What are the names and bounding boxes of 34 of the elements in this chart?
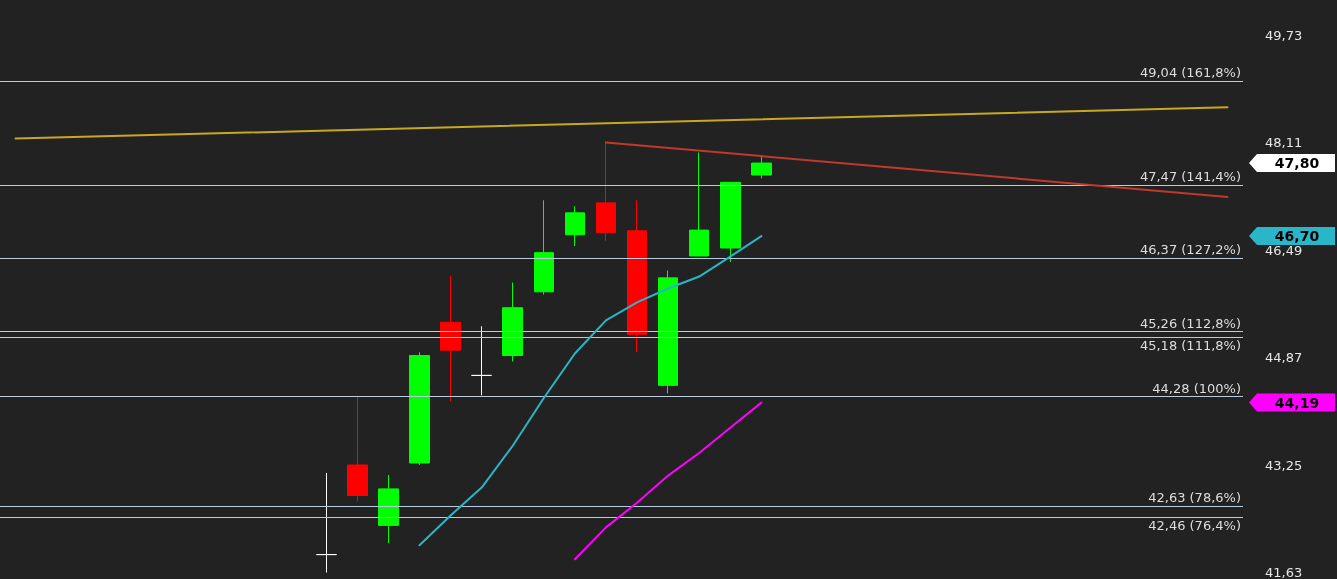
candlestick [409, 351, 430, 466]
candlestick [502, 282, 523, 362]
candlestick [627, 199, 647, 353]
line-series [573, 401, 763, 561]
text: 47,80 [1274, 155, 1320, 172]
candlestick [658, 270, 678, 394]
y-tick-label: 46,49 [1265, 242, 1303, 258]
ref-line-label: 46,37 (127,2%) [1139, 241, 1241, 257]
candlestick [378, 474, 399, 544]
y-tick-label: 44,87 [1265, 350, 1303, 365]
candlestick [316, 472, 337, 573]
ref-line-label: 42,63 (78,6%) [1148, 490, 1241, 506]
y-tick-label: 48,11 [1265, 135, 1303, 150]
y-tick-label: 43,25 [1265, 457, 1303, 473]
candlestick [720, 181, 741, 263]
text: 46,70 [1274, 228, 1320, 245]
candlestick [565, 205, 585, 247]
candlestick [596, 140, 616, 242]
ref-line-label: 42,46 (76,4%) [1148, 518, 1241, 534]
ref-line-label: 45,26 (112,8%) [1139, 315, 1241, 331]
ref-line-label: 49,04 (161,8%) [1139, 64, 1241, 80]
y-tick-label: 41,63 [1265, 565, 1303, 579]
ref-line-label: 45,18 (111,8%) [1139, 337, 1241, 353]
y-tick-label: 49,73 [1265, 27, 1303, 43]
candlestick [347, 395, 368, 502]
ref-line-label: 47,47 (141,4%) [1139, 168, 1241, 184]
candlestick [471, 325, 492, 396]
candlestick [689, 151, 709, 257]
candlestick [534, 199, 554, 295]
candlestick [751, 155, 772, 179]
line-series [418, 235, 763, 547]
text: 44,19 [1274, 394, 1320, 411]
candlestick [440, 275, 461, 402]
ref-line-label: 44,28 (100%) [1152, 380, 1241, 396]
